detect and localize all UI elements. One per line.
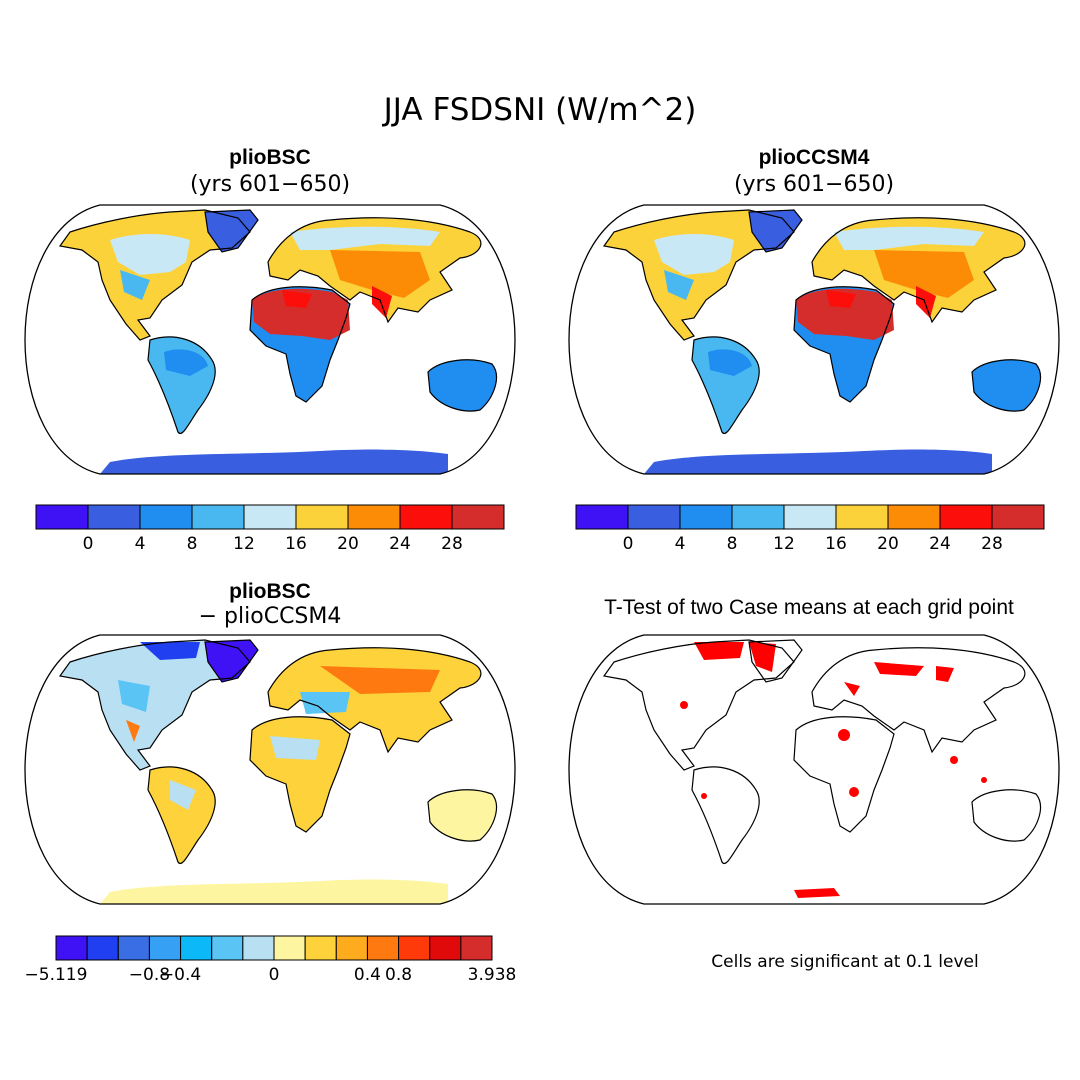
colorbar-3-tick-label: 0.8 (385, 965, 412, 985)
colorbar-panel-1: 0 4 8 12 16 20 24 28 (35, 504, 505, 554)
panel-1-subtitle: (yrs 601−650) (189, 172, 351, 197)
colorbar-3-tick-label: −0.8 (129, 965, 170, 985)
colorbar-3-swatch-10 (366, 935, 400, 961)
colorbar-1-tick-label: 12 (233, 534, 255, 554)
colorbar-3-swatch-13 (460, 935, 493, 961)
colorbar-1-swatch-1 (87, 504, 141, 530)
colorbar-1-tick-label: 16 (285, 534, 307, 554)
colorbar-3-swatch-6 (242, 935, 275, 961)
colorbar-2-tick-label: 20 (877, 534, 899, 554)
colorbar-3-swatch-9 (335, 935, 368, 961)
colorbar-2-swatch-3 (731, 504, 785, 530)
colorbar-1-tick-label: 8 (187, 534, 198, 554)
colorbar-1-tick-label: 24 (389, 534, 411, 554)
panel-4-title: T-Test of two Case means at each grid po… (604, 596, 1014, 619)
colorbar-3-swatch-2 (117, 935, 150, 961)
colorbar-3-swatch-4 (180, 935, 213, 961)
colorbar-3-swatch-8 (304, 935, 337, 961)
colorbar-1-swatch-6 (347, 504, 401, 530)
colorbar-panel-2: 0 4 8 12 16 20 24 28 (575, 504, 1045, 554)
colorbar-1-swatch-2 (139, 504, 193, 530)
panel-3-subtitle: − plioCCSM4 (198, 604, 342, 629)
colorbar-3-swatch-5 (211, 935, 244, 961)
colorbar-2-swatch-7 (939, 504, 993, 530)
colorbar-1-tick-label: 0 (83, 534, 94, 554)
map-panel-4 (568, 634, 1060, 905)
colorbar-2-swatch-6 (887, 504, 941, 530)
panel-2-title: plioCCSM4 (758, 146, 870, 169)
colorbar-1-swatch-5 (295, 504, 349, 530)
colorbar-2-swatch-5 (835, 504, 889, 530)
colorbar-3-swatch-0 (55, 935, 88, 961)
significance-note: Cells are significant at 0.1 level (711, 952, 979, 972)
panel-1-title: plioBSC (229, 146, 311, 169)
colorbar-3-swatch-11 (398, 935, 431, 961)
colorbar-2-tick-label: 28 (981, 534, 1003, 554)
colorbar-2-swatch-8 (991, 504, 1045, 530)
colorbar-1-tick-label: 4 (135, 534, 146, 554)
colorbar-1-swatch-8 (451, 504, 505, 530)
colorbar-3-tick-label: −0.4 (160, 965, 201, 985)
map-panel-3 (24, 634, 516, 905)
colorbar-3-swatch-1 (86, 935, 119, 961)
figure-title: JJA FSDSNI (W/m^2) (383, 92, 697, 128)
colorbar-1-swatch-7 (399, 504, 453, 530)
colorbar-2-tick-label: 24 (929, 534, 951, 554)
colorbar-2-tick-label: 8 (727, 534, 738, 554)
colorbar-3-tick-label: 0 (269, 965, 280, 985)
colorbar-2-swatch-0 (575, 504, 629, 530)
colorbar-1-tick-label: 20 (337, 534, 359, 554)
colorbar-1-swatch-4 (243, 504, 297, 530)
colorbar-3-swatch-12 (429, 935, 462, 961)
colorbar-2-swatch-2 (679, 504, 733, 530)
map-panel-2 (568, 204, 1060, 475)
colorbar-3-tick-label: 3.938 (468, 965, 517, 985)
colorbar-2-tick-label: 12 (773, 534, 795, 554)
panel-3-title: plioBSC (229, 580, 311, 603)
colorbar-3-tick-label: 0.4 (354, 965, 381, 985)
panel-2-subtitle: (yrs 601−650) (733, 172, 895, 197)
colorbar-1-tick-label: 28 (441, 534, 463, 554)
colorbar-3-swatch-3 (148, 935, 182, 961)
colorbar-2-tick-label: 4 (675, 534, 686, 554)
colorbar-panel-3: −5.119 −0.8−0.4 0 0.4 0.8 3.938 (25, 935, 517, 985)
map-panel-1 (24, 204, 516, 475)
colorbar-1-swatch-0 (35, 504, 89, 530)
colorbar-3-swatch-7 (273, 935, 306, 961)
colorbar-2-swatch-4 (783, 504, 837, 530)
colorbar-2-swatch-1 (627, 504, 681, 530)
colorbar-2-tick-label: 0 (623, 534, 634, 554)
colorbar-3-tick-label: −5.119 (25, 965, 88, 985)
colorbar-1-swatch-3 (191, 504, 245, 530)
colorbar-2-tick-label: 16 (825, 534, 847, 554)
